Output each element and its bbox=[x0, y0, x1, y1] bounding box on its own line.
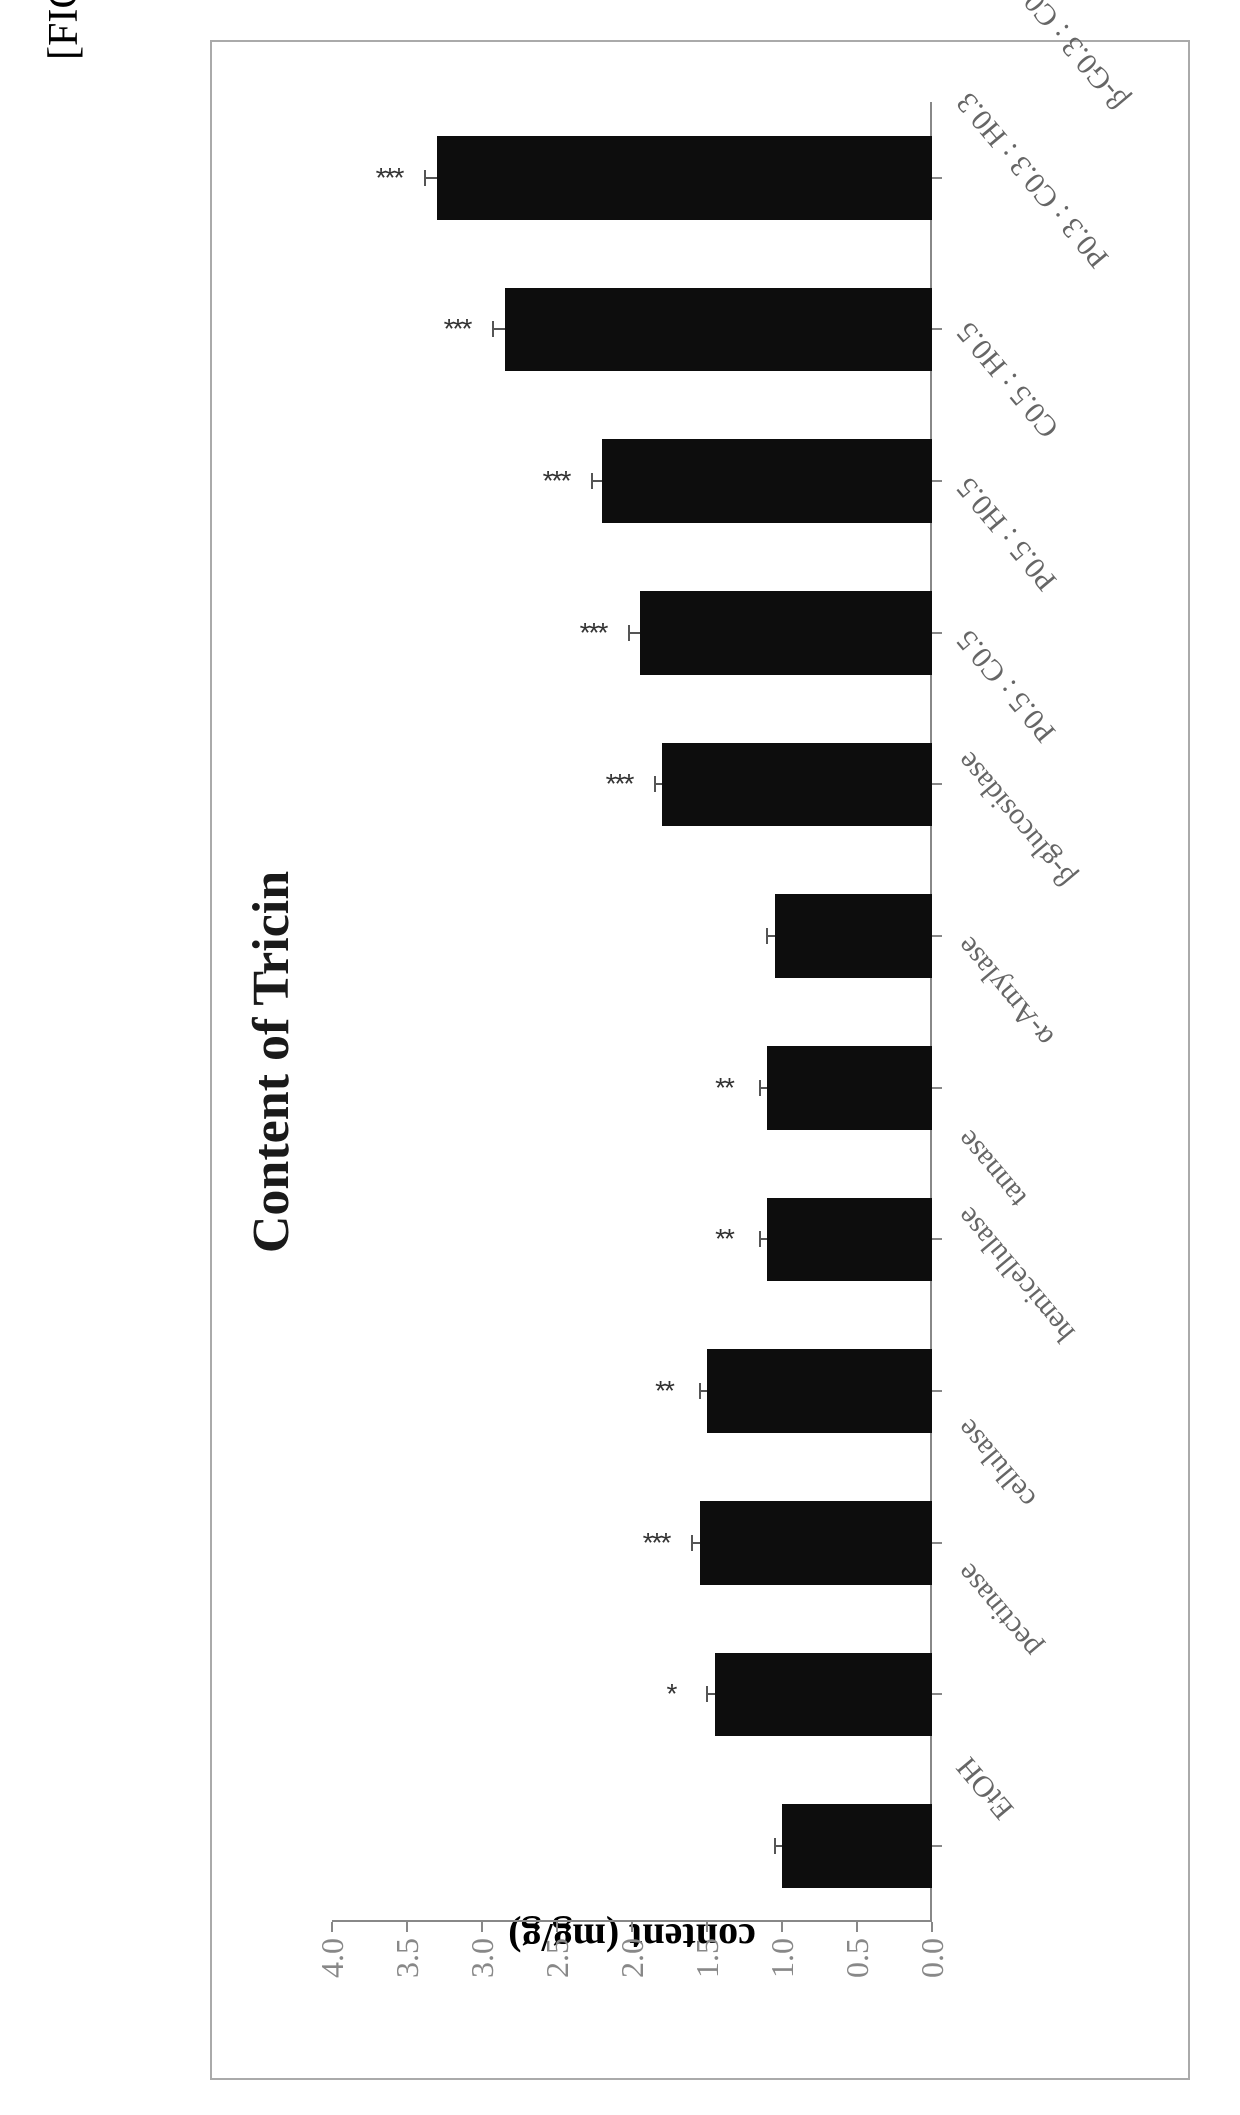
bar bbox=[437, 136, 932, 219]
y-tick-label: 3.0 bbox=[464, 1938, 501, 1998]
error-cap bbox=[759, 1080, 761, 1096]
y-tick bbox=[856, 1922, 858, 1932]
bar bbox=[782, 1804, 932, 1887]
y-tick bbox=[706, 1922, 708, 1932]
x-tick bbox=[932, 480, 942, 482]
significance-marker: ** bbox=[715, 1072, 733, 1104]
significance-marker: *** bbox=[376, 162, 403, 194]
chart-title: Content of Tricin bbox=[242, 42, 301, 2082]
error-cap bbox=[774, 1838, 776, 1854]
significance-marker: *** bbox=[542, 465, 569, 497]
category-label: EtOH bbox=[950, 1750, 1021, 1825]
y-tick-label: 3.5 bbox=[389, 1938, 426, 1998]
bar bbox=[715, 1653, 933, 1736]
bar bbox=[767, 1198, 932, 1281]
y-tick-label: 1.5 bbox=[689, 1938, 726, 1998]
error-bar bbox=[700, 1390, 708, 1392]
error-cap bbox=[759, 1232, 761, 1248]
category-label: hemicellulase bbox=[950, 1200, 1082, 1348]
x-tick bbox=[932, 1542, 942, 1544]
error-bar bbox=[425, 177, 437, 179]
error-cap bbox=[691, 1535, 693, 1551]
x-tick bbox=[932, 632, 942, 634]
significance-marker: ** bbox=[655, 1375, 673, 1407]
chart-frame: Content of Tricincontent (mg/g)0.00.51.0… bbox=[210, 40, 1190, 2080]
error-bar bbox=[592, 480, 603, 482]
bar bbox=[775, 894, 933, 977]
x-tick bbox=[932, 1239, 942, 1241]
error-cap bbox=[654, 777, 656, 793]
y-tick-label: 1.0 bbox=[764, 1938, 801, 1998]
error-bar bbox=[767, 935, 775, 937]
y-tick bbox=[481, 1922, 483, 1932]
error-bar bbox=[760, 1239, 768, 1241]
x-tick bbox=[932, 1845, 942, 1847]
y-tick-label: 4.0 bbox=[314, 1938, 351, 1998]
error-cap bbox=[766, 928, 768, 944]
x-axis-line bbox=[930, 102, 932, 1922]
error-cap bbox=[591, 473, 593, 489]
y-tick-label: 0.5 bbox=[839, 1938, 876, 1998]
error-cap bbox=[628, 625, 630, 641]
error-bar bbox=[760, 1087, 768, 1089]
bar bbox=[662, 743, 932, 826]
error-bar bbox=[707, 1694, 715, 1696]
error-cap bbox=[699, 1383, 701, 1399]
error-bar bbox=[629, 632, 640, 634]
error-cap bbox=[706, 1687, 708, 1703]
y-tick bbox=[406, 1922, 408, 1932]
category-label: P0.3 : C0.3 : H0.3 bbox=[950, 86, 1116, 274]
x-tick bbox=[932, 935, 942, 937]
x-tick bbox=[932, 1390, 942, 1392]
bar bbox=[602, 439, 932, 522]
bar bbox=[700, 1501, 933, 1584]
bar bbox=[640, 591, 933, 674]
category-label: C0.5 : H0.5 bbox=[950, 315, 1066, 444]
significance-marker: *** bbox=[580, 617, 607, 649]
chart-inner: Content of Tricincontent (mg/g)0.00.51.0… bbox=[212, 42, 1192, 2082]
x-tick bbox=[932, 1087, 942, 1089]
significance-marker: ** bbox=[715, 1224, 733, 1256]
category-label: P0.5 : H0.5 bbox=[950, 470, 1064, 597]
x-tick bbox=[932, 177, 942, 179]
category-label: cellulase bbox=[950, 1412, 1044, 1514]
y-tick-label: 0.0 bbox=[914, 1938, 951, 1998]
x-tick bbox=[932, 329, 942, 331]
y-tick bbox=[331, 1922, 333, 1932]
significance-marker: *** bbox=[443, 314, 470, 346]
significance-marker: *** bbox=[605, 769, 632, 801]
significance-marker: * bbox=[667, 1679, 676, 1711]
error-cap bbox=[424, 170, 426, 186]
category-label: β-glucosidase bbox=[950, 745, 1082, 893]
category-label: α-Amylase bbox=[950, 930, 1061, 1053]
plot-area: 0.00.51.01.52.02.53.03.54.0EtOH*pectinas… bbox=[332, 102, 932, 1922]
error-cap bbox=[492, 322, 494, 338]
error-bar bbox=[775, 1845, 783, 1847]
significance-marker: *** bbox=[643, 1527, 670, 1559]
y-tick bbox=[631, 1922, 633, 1932]
category-label: P0.5 : C0.5 bbox=[950, 624, 1063, 749]
y-tick bbox=[556, 1922, 558, 1932]
error-bar bbox=[655, 784, 663, 786]
bar bbox=[767, 1046, 932, 1129]
bar bbox=[505, 288, 933, 371]
category-label: pectinase bbox=[950, 1557, 1048, 1664]
x-tick bbox=[932, 784, 942, 786]
bar bbox=[707, 1349, 932, 1432]
error-bar bbox=[493, 329, 505, 331]
x-tick bbox=[932, 1694, 942, 1696]
y-tick-label: 2.0 bbox=[614, 1938, 651, 1998]
y-tick bbox=[781, 1922, 783, 1932]
category-label: tannase bbox=[950, 1124, 1034, 1215]
y-tick-label: 2.5 bbox=[539, 1938, 576, 1998]
error-bar bbox=[692, 1542, 700, 1544]
figure-label: [FIG. 3] bbox=[40, 0, 88, 60]
y-tick bbox=[931, 1922, 933, 1932]
